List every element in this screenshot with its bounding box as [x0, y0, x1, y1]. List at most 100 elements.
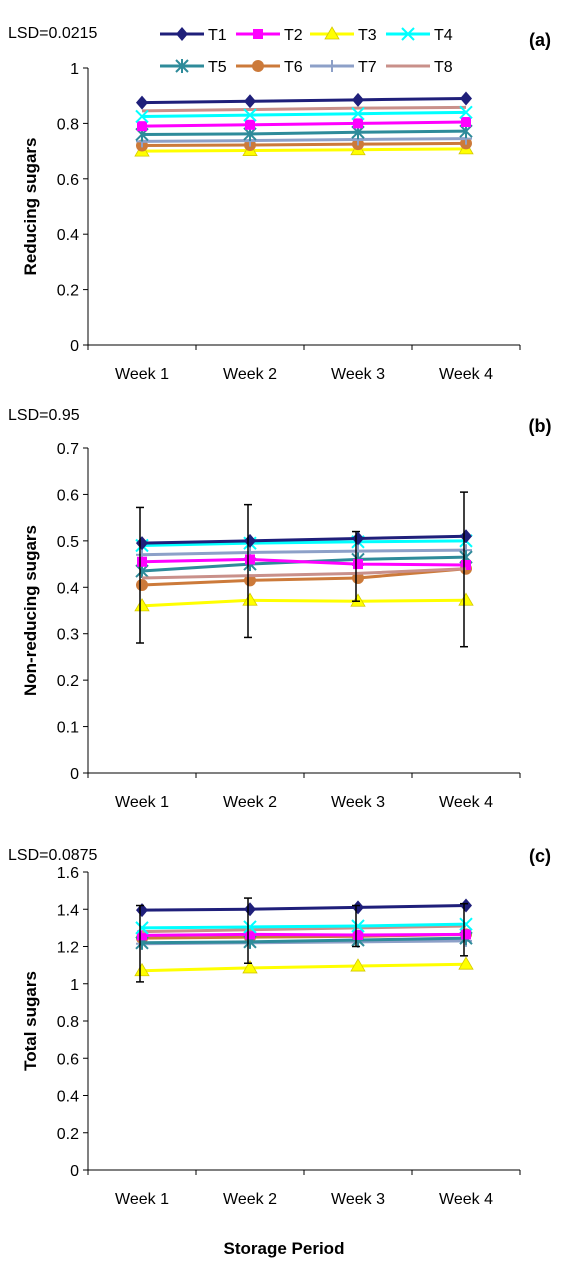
data-point: [244, 533, 256, 548]
data-point: [134, 598, 150, 612]
data-point: [350, 593, 366, 607]
chart-panel-c: 0 0.2 0.4 0.6 0.8 1 1.2 1.4 1.6 Week 1 Week 2 Week …: [8, 846, 551, 1208]
data-point: [245, 119, 255, 130]
x-axis-label: Storage Period: [224, 1239, 345, 1258]
data-point: [352, 572, 364, 584]
x-tick-label: Week 4: [439, 794, 493, 811]
y-tick-label: 0: [70, 766, 79, 783]
data-point: [137, 121, 147, 132]
x-tick-label: Week 3: [331, 366, 385, 383]
series-line-t4: [141, 539, 467, 547]
series-line-t4: [141, 922, 467, 930]
series-t2: [137, 117, 471, 132]
legend-marker-t5: [175, 59, 189, 73]
data-point: [245, 554, 255, 565]
y-tick-label: 0.4: [57, 1089, 79, 1106]
series-t1: [136, 898, 472, 918]
data-point: [459, 917, 473, 931]
data-point: [245, 929, 255, 940]
legend-entry-t7: T7: [310, 59, 377, 76]
series-line-t3: [141, 962, 467, 973]
data-point: [352, 900, 364, 915]
error-bar: [352, 530, 360, 602]
data-point: [242, 960, 258, 974]
series-line-t8: [141, 924, 467, 934]
series-line-t8: [141, 105, 467, 113]
series-t3: [134, 956, 474, 977]
data-point: [461, 929, 471, 940]
chart-panel-b: 0 0.1 0.2 0.3 0.4 0.5 0.6 0.7 Week 1 Week 2 Week 3…: [8, 407, 551, 811]
y-tick-label: 0.6: [57, 487, 79, 504]
data-point: [353, 118, 363, 129]
x-tick-label: Week 1: [115, 1191, 169, 1208]
data-point: [243, 920, 257, 934]
y-tick-label: 1.6: [57, 865, 79, 882]
data-point: [460, 91, 472, 106]
legend-entry-t2: T2: [236, 27, 303, 44]
legend-entry-t4: T4: [386, 27, 453, 44]
x-tick-label: Week 4: [439, 366, 493, 383]
data-point: [244, 902, 256, 917]
chart-panel-a: 0 0.2 0.4 0.6 0.8 1 Week 1 Week 2 Week 3 Week 4 Re…: [8, 25, 551, 383]
legend-label: T1: [208, 27, 227, 44]
error-bar: [352, 904, 360, 948]
error-bar: [136, 506, 144, 644]
series-line-t1: [141, 534, 467, 545]
y-tick-label: 0: [70, 1163, 79, 1180]
panel-label: (c): [529, 846, 551, 866]
series-t2: [137, 929, 471, 941]
legend-label: T7: [358, 59, 377, 76]
series-line-t2: [141, 120, 467, 128]
legend: T1 T2 T3 T4 T5 T6 T7 T8: [160, 26, 453, 76]
x-tick-label: Week 1: [115, 366, 169, 383]
data-point: [353, 559, 363, 570]
series-t8: [141, 105, 467, 113]
series-line-t7: [141, 548, 467, 557]
data-point: [243, 108, 257, 122]
panel-label: (a): [529, 30, 551, 50]
data-point: [136, 95, 148, 110]
error-bar: [460, 491, 468, 648]
error-bar: [244, 503, 252, 639]
series-line-t3: [141, 598, 467, 608]
series-line-t1: [141, 904, 467, 912]
series-line-t3: [141, 147, 467, 153]
legend-marker-t7: [326, 60, 338, 72]
y-tick-label: 0.4: [57, 227, 79, 244]
data-point: [352, 531, 364, 546]
data-point: [461, 560, 471, 570]
y-tick-label: 1.4: [57, 902, 79, 919]
series-line-t1: [141, 96, 467, 105]
y-axis-label: Non-reducing sugars: [21, 525, 40, 696]
legend-marker-t1: [176, 27, 188, 41]
y-tick-label: 0.7: [57, 441, 79, 458]
legend-label: T3: [358, 27, 377, 44]
x-tick-label: Week 2: [223, 794, 277, 811]
series-line-t6: [141, 141, 467, 148]
error-bar: [244, 897, 252, 965]
data-point: [244, 94, 256, 109]
y-tick-label: 0.2: [57, 1126, 79, 1143]
data-point: [135, 109, 149, 124]
legend-entry-t3: T3: [310, 26, 377, 44]
x-tick-label: Week 3: [331, 1191, 385, 1208]
series-t2: [137, 554, 471, 570]
y-tick-label: 0.6: [57, 172, 79, 189]
y-tick-label: 1: [70, 61, 79, 78]
data-point: [135, 921, 149, 935]
legend-marker-t3: [324, 26, 340, 40]
y-tick-label: 0.2: [57, 673, 79, 690]
series-line-t5: [141, 129, 467, 136]
legend-marker-t6: [252, 60, 264, 72]
data-point: [458, 592, 474, 606]
legend-marker-t4: [401, 27, 415, 41]
data-point: [136, 536, 148, 551]
lsd-text: LSD=0.0875: [8, 847, 98, 864]
series-t4: [135, 917, 473, 935]
data-point: [244, 574, 256, 587]
y-tick-label: 0.4: [57, 580, 79, 597]
data-point: [350, 958, 366, 972]
series-t8: [141, 924, 467, 934]
data-point: [352, 92, 364, 107]
data-point: [242, 592, 258, 606]
